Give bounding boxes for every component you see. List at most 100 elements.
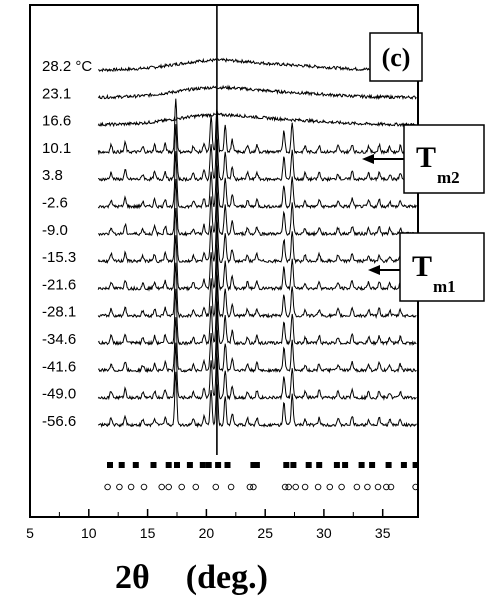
reference-circle [281,483,289,491]
tm1-sub: m1 [433,277,456,296]
reference-circle [165,483,172,491]
annotation-tm2: T m2 [362,124,485,194]
reference-square [412,462,419,468]
reference-square [174,462,180,468]
reference-circle [227,483,235,491]
x-tick-label: 35 [375,525,391,541]
temperature-labels: 28.2 °C 23.1 16.6 10.1 3.8 -2.6 -9.0 -15.3 -21.6… [42,58,92,430]
reference-circle [338,483,345,491]
reference-circle [301,483,309,491]
svg-text:T: T [412,250,432,283]
x-tick-label: 5 [26,525,34,541]
x-tick-label: 30 [316,525,332,541]
panel-label-box: (c) [369,32,423,82]
temperature-label: -15.3 [42,249,76,266]
reference-square [369,462,376,468]
reference-circle [116,483,123,491]
reference-circle [314,483,322,491]
reference-circle [387,483,395,491]
x-axis-ticks: 5 10 15 20 25 30 35 [26,509,391,541]
svg-text:T: T [416,141,436,174]
reference-square [385,462,392,468]
trace--15.3 [97,207,417,265]
reference-square [358,462,365,468]
trace--41.6 [97,317,417,374]
trace-group [97,57,417,429]
reference-circle [127,483,135,491]
tm1-arrow-head [368,265,380,275]
tm2-sub: m2 [437,168,460,187]
trace--49.0 [97,342,417,401]
reference-circle [250,483,257,491]
reference-circle [246,483,254,491]
reference-square [205,462,212,468]
svg-text:m2: m2 [437,168,460,187]
temperature-label: 23.1 [42,85,71,102]
temperature-label: 16.6 [42,113,71,130]
reference-square [118,462,125,468]
trace-3.8 [98,124,417,183]
reference-square [250,462,257,468]
reference-circle [374,483,382,491]
x-tick-label: 15 [140,525,156,541]
temperature-label: 28.2 °C [42,58,92,75]
reference-square [199,462,206,468]
trace--56.6 [97,371,417,429]
trace--34.6 [97,288,417,347]
tm1-main: T [412,250,432,283]
trace--9.0 [98,178,417,238]
trace-28.2 [98,57,417,73]
reference-marks [104,462,419,491]
reference-square [165,462,172,468]
temperature-label: 3.8 [42,167,63,184]
panel-label: (c) [382,43,411,72]
tm2-main: T [416,141,436,174]
temperature-label: -9.0 [42,222,68,239]
trace-10.1 [97,98,417,156]
reference-circle [158,483,165,491]
temperature-label: -2.6 [42,195,68,212]
x-axis-unit: (deg.) [186,559,268,596]
annotation-tm1: T m1 [368,232,485,302]
reference-square [290,462,297,468]
tm2-box [403,124,485,194]
trace-23.1 [97,84,417,100]
trace--2.6 [97,151,417,210]
reference-square [215,462,222,468]
temperature-label: -56.6 [42,413,76,430]
trace--21.6 [97,235,417,292]
reference-square [342,462,349,468]
temperature-label: -34.6 [42,331,76,348]
reference-circle [140,483,148,491]
x-axis-title: 2θ (deg.) [115,559,268,596]
reference-square [333,462,340,468]
trace-16.6 [97,112,417,128]
reference-circle [285,483,292,491]
trace--28.1 [97,262,417,320]
reference-circle [192,483,200,491]
reference-circle [353,483,361,491]
reference-circle [364,483,371,491]
reference-circle [383,483,390,491]
reference-square [132,462,139,468]
reference-circle [104,483,111,491]
reference-square [400,462,407,468]
reference-circle [178,483,185,491]
x-axis-symbol: 2θ [115,559,150,596]
temperature-label: -49.0 [42,386,76,403]
x-tick-label: 10 [81,525,97,541]
reference-square [316,462,323,468]
reference-square [253,462,260,468]
temperature-label: -21.6 [42,276,76,293]
reference-square [150,462,157,468]
reference-square [305,462,312,468]
reference-square [107,462,113,468]
x-tick-label: 25 [257,525,273,541]
svg-text:m1: m1 [433,277,456,296]
temperature-label: -28.1 [42,304,76,321]
reference-square [186,462,193,468]
reference-circle [292,483,299,491]
x-tick-label: 20 [199,525,215,541]
reference-circle [212,483,220,491]
